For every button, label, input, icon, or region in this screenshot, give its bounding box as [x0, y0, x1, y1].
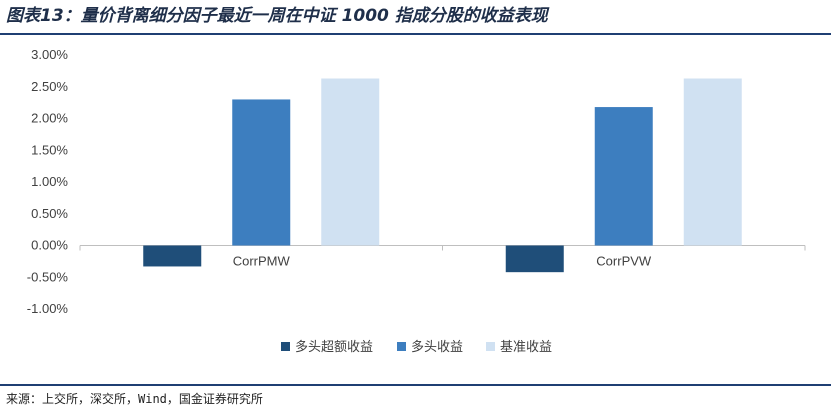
bar — [143, 245, 202, 267]
y-tick-label: -1.00% — [27, 301, 69, 316]
y-tick-label: -0.50% — [27, 269, 69, 284]
title-rule — [0, 33, 831, 35]
bar — [232, 99, 291, 246]
legend-label: 基准收益 — [500, 340, 552, 355]
legend-swatch — [397, 342, 406, 351]
bar-chart: 3.00% 2.50% 2.00% 1.50% 1.00% 0.50% 0.00% -0.50… — [27, 47, 806, 355]
figure-title: 图表13：量价背离细分因子最近一周在中证 1000 指成分股的收益表现 — [6, 6, 548, 26]
category-label: CorrPVW — [596, 254, 652, 269]
bar — [594, 107, 653, 246]
y-tick-label: 2.50% — [31, 79, 68, 94]
legend-swatch — [281, 342, 290, 351]
legend-label: 多头收益 — [411, 339, 463, 355]
y-tick-label: 1.00% — [31, 174, 68, 189]
legend-swatch — [486, 342, 495, 351]
bar — [321, 78, 380, 246]
source-rule — [0, 384, 831, 386]
bar — [505, 245, 564, 273]
y-tick-label: 3.00% — [31, 47, 68, 62]
y-tick-label: 2.00% — [31, 111, 68, 126]
y-tick-label: 0.50% — [31, 206, 68, 221]
source-note: 来源：上交所，深交所，Wind，国金证券研究所 — [6, 392, 263, 406]
y-tick-label: 1.50% — [31, 142, 68, 157]
y-tick-label: 0.00% — [31, 238, 68, 253]
legend-label: 多头超额收益 — [295, 339, 373, 355]
bar — [683, 78, 742, 246]
category-label: CorrPMW — [233, 254, 291, 269]
